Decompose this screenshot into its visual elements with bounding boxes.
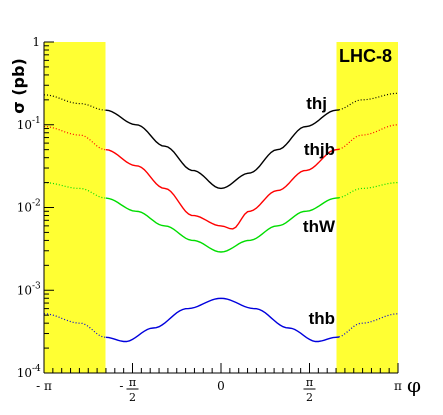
x-tick-label-denominator: 2: [306, 391, 313, 404]
x-tick-label: - π: [36, 379, 52, 393]
series-label-thjb: thjb: [304, 140, 335, 159]
y-tick-label: 1: [32, 35, 40, 49]
y-tick-label: 10: [17, 201, 32, 215]
series-line-thj-solid-0: [105, 109, 340, 190]
series-label-thj: thj: [306, 94, 327, 113]
x-tick-label-sign: -: [119, 379, 123, 393]
x-tick-label-numerator: π: [306, 376, 313, 389]
series-line-thw-solid-0: [105, 197, 340, 253]
series-line-thw-dotted-1: [338, 182, 399, 199]
corner-label: LHC-8: [339, 46, 392, 66]
x-tick-label-denominator: 2: [129, 391, 136, 404]
series-line-thjb-solid-0: [105, 148, 340, 230]
series-label-thb: thb: [309, 309, 335, 328]
excluded-region-0: [44, 42, 106, 373]
series-line-thb-dotted-1: [338, 313, 399, 338]
y-tick-label-exponent: -3: [32, 281, 41, 291]
y-tick-label: 10: [17, 366, 32, 380]
y-axis-title: σ (pb): [9, 58, 28, 114]
y-tick-label: 10: [17, 118, 32, 132]
y-tick-label-exponent: -4: [32, 364, 41, 374]
series-label-thw: thW: [303, 217, 336, 236]
x-axis-title: φ: [407, 373, 421, 397]
y-tick-label-exponent: -2: [32, 199, 41, 209]
y-tick-label-exponent: -1: [32, 116, 41, 126]
x-tick-label: π: [394, 379, 402, 393]
y-tick-label: 10: [17, 283, 32, 297]
excluded-region-1: [336, 42, 398, 373]
x-tick-label-numerator: π: [129, 376, 136, 389]
x-tick-label: 0: [217, 379, 225, 393]
series-line-thb-solid-0: [105, 297, 340, 343]
